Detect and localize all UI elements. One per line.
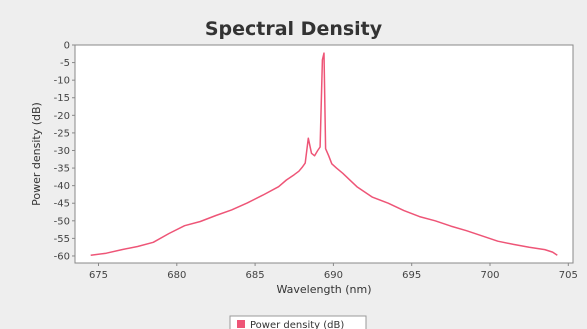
x-tick-label: 695 [402,270,421,281]
y-tick-label: -45 [54,199,70,210]
y-tick-label: -20 [54,111,70,122]
legend-swatch [237,320,245,328]
legend: Power density (dB) [229,315,367,329]
y-tick-label: -25 [54,128,70,139]
y-tick-label: -60 [54,251,70,262]
x-tick-label: 685 [246,270,265,281]
y-tick-label: -35 [54,164,70,175]
legend-box [229,315,367,329]
x-tick-label: 675 [89,270,108,281]
x-axis-label: Wavelength (nm) [276,283,371,296]
y-tick-label: -55 [54,234,70,245]
chart-title: Spectral Density [204,18,383,40]
legend-label: Power density (dB) [250,320,344,329]
y-tick-label: -50 [54,216,70,227]
x-tick-label: 690 [324,270,343,281]
y-tick-label: -40 [54,181,70,192]
x-tick-label: 700 [480,270,499,281]
y-axis-ticks: 0 -5 -10 -15 -20 -25 -30 -35 -40 -45 -50 -55 -60 [54,41,75,262]
y-tick-label: -10 [54,76,70,87]
y-tick-label: -15 [54,93,70,104]
y-tick-label: -30 [54,146,70,157]
series-line-power-density [90,52,558,257]
y-axis-label: Power density (dB) [30,102,43,206]
x-axis-ticks: 675 680 685 690 695 700 705 [89,263,578,281]
y-tick-label: -5 [60,58,70,69]
y-tick-label: 0 [64,41,70,52]
x-tick-label: 705 [559,270,578,281]
x-tick-label: 680 [167,270,186,281]
plot-area [74,44,574,264]
